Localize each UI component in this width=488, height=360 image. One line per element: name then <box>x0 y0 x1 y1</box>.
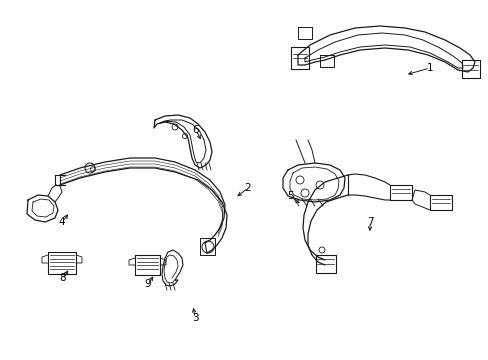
Text: 8: 8 <box>60 273 66 283</box>
Text: 7: 7 <box>366 217 372 227</box>
Text: 4: 4 <box>59 217 65 227</box>
Text: 5: 5 <box>287 191 294 201</box>
Text: 9: 9 <box>144 279 151 289</box>
Text: 3: 3 <box>191 313 198 323</box>
Text: 2: 2 <box>244 183 251 193</box>
Text: 1: 1 <box>426 63 432 73</box>
Text: 6: 6 <box>192 125 199 135</box>
